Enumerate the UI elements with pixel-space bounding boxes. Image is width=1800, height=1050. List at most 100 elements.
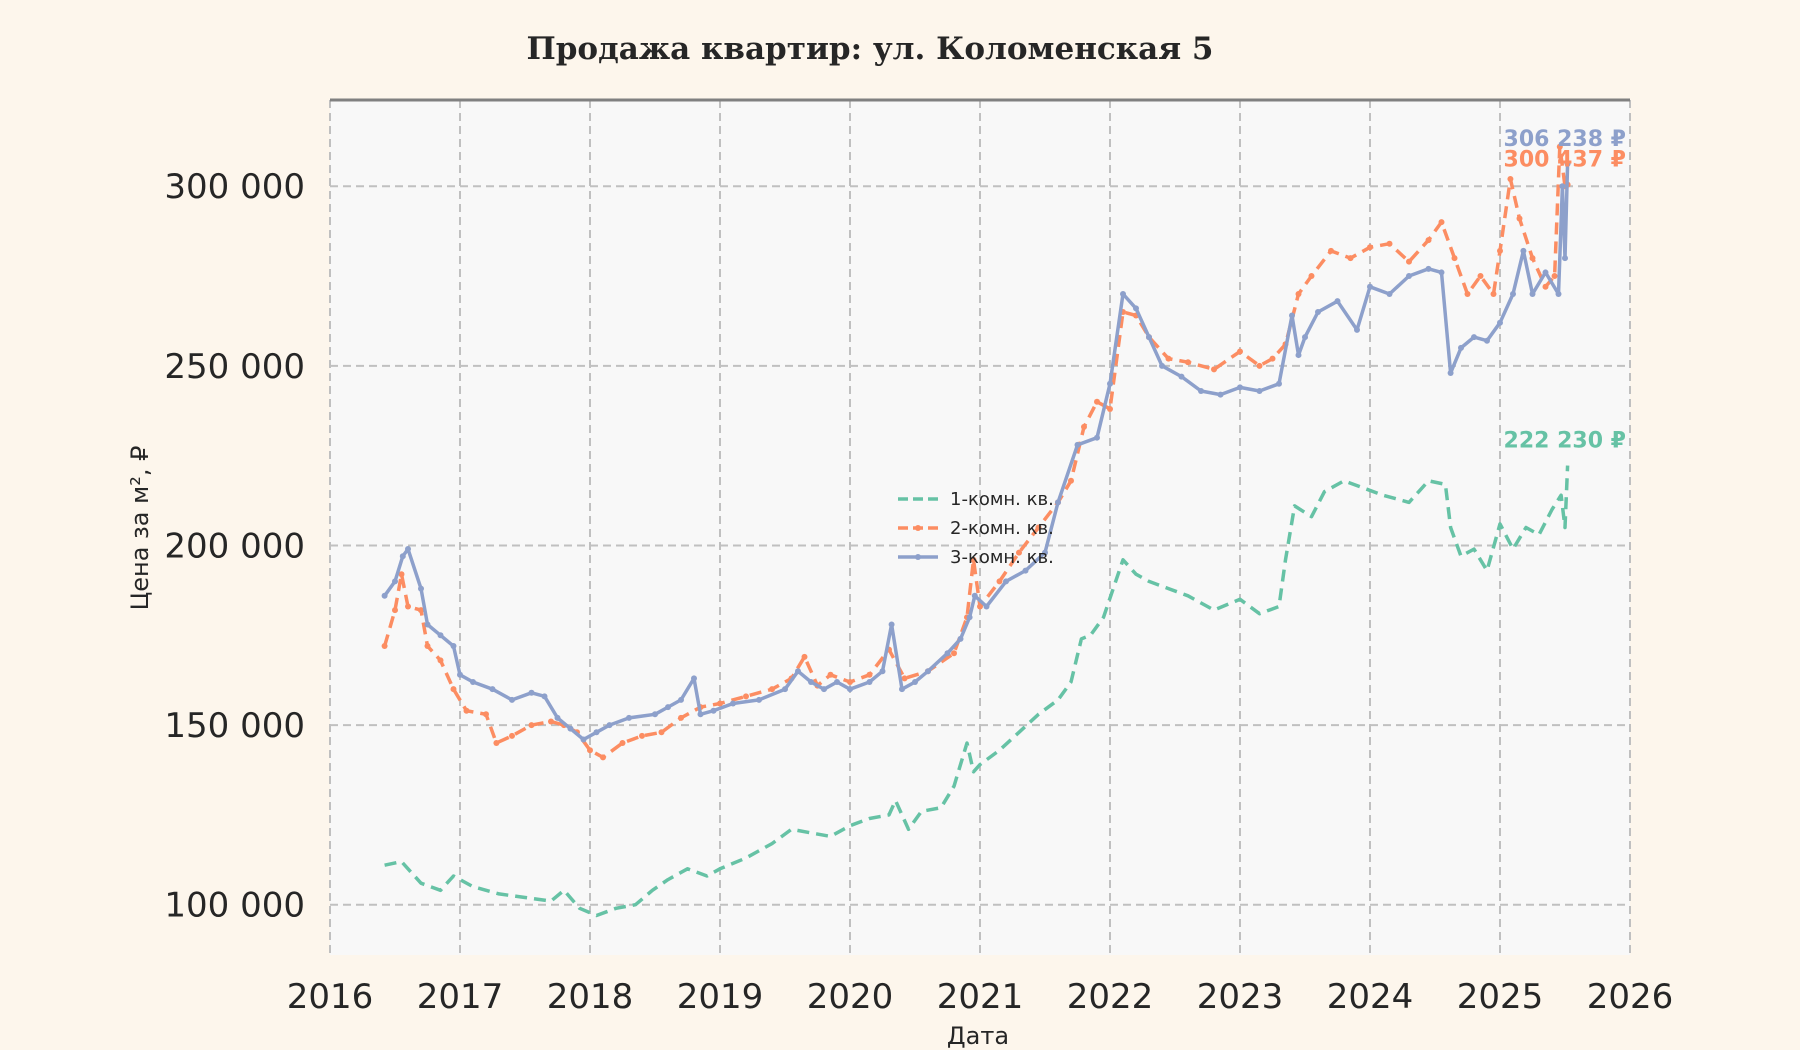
plot-area <box>330 100 1630 955</box>
data-point <box>966 614 973 621</box>
data-point <box>1406 273 1412 280</box>
data-point <box>1347 255 1354 262</box>
data-point <box>381 592 388 599</box>
data-point <box>1295 352 1302 359</box>
data-point <box>1055 499 1061 506</box>
data-point <box>1562 255 1568 262</box>
data-point <box>1464 290 1471 297</box>
data-point <box>1042 549 1048 556</box>
data-point <box>1386 290 1393 297</box>
data-point <box>528 689 535 696</box>
data-point <box>1510 290 1516 297</box>
data-point <box>1146 334 1152 341</box>
data-point <box>606 722 613 729</box>
x-tick-label: 2021 <box>937 977 1024 1017</box>
data-point <box>1022 567 1029 574</box>
grid <box>329 100 1631 955</box>
data-point <box>658 729 665 736</box>
data-point <box>808 678 814 685</box>
series-end-label: 222 230 ₽ <box>1504 429 1626 454</box>
data-point <box>493 740 500 747</box>
legend-marker <box>915 554 921 560</box>
data-point <box>600 754 606 761</box>
data-point <box>1107 405 1113 412</box>
data-point <box>899 686 905 693</box>
data-point <box>1094 434 1100 441</box>
x-tick-label: 2020 <box>807 977 894 1017</box>
data-point <box>541 693 548 700</box>
tick-labels: 2016 2017 2018 2019 2020 2021 2022 2023 2024 2025… <box>164 167 1673 1017</box>
chart-title: Продажа квартир: ул. Коломенская 5 <box>526 31 1213 67</box>
data-point <box>847 678 853 685</box>
data-point <box>405 603 411 610</box>
data-point <box>1133 305 1139 312</box>
data-point <box>925 668 931 675</box>
y-tick-label: 150 000 <box>164 706 305 746</box>
end-labels: 222 230 ₽ 300 437 ₽306 238 ₽ <box>1504 127 1626 454</box>
data-point <box>1198 387 1204 394</box>
data-point <box>424 621 431 628</box>
data-point <box>470 678 476 685</box>
data-point <box>424 643 431 650</box>
data-point <box>1094 398 1100 405</box>
x-tick-label: 2024 <box>1327 977 1414 1017</box>
data-point <box>795 668 801 675</box>
data-point <box>1451 255 1458 262</box>
data-point <box>678 696 684 703</box>
y-axis-label: Цена за м², ₽ <box>126 446 154 611</box>
data-point <box>888 621 895 628</box>
data-point <box>405 546 411 553</box>
data-point <box>1559 183 1566 190</box>
data-point <box>1556 143 1563 150</box>
data-point <box>1217 391 1224 398</box>
data-point <box>626 714 632 721</box>
data-point <box>1328 247 1334 254</box>
data-point <box>1438 269 1445 276</box>
data-point <box>1120 290 1126 297</box>
data-point <box>1367 244 1373 251</box>
data-point <box>743 693 749 700</box>
data-point <box>866 678 873 685</box>
data-point <box>1334 298 1341 305</box>
series-1 <box>384 465 1570 918</box>
data-point <box>879 668 886 675</box>
data-point <box>957 635 964 642</box>
legend-label: 3-комн. кв. <box>950 547 1054 568</box>
data-point <box>1471 334 1477 341</box>
data-point <box>847 686 853 693</box>
data-point <box>392 578 398 585</box>
data-point <box>1551 273 1558 280</box>
data-point <box>1295 290 1302 297</box>
data-point <box>691 675 697 682</box>
data-point <box>1477 273 1484 280</box>
data-point <box>1497 247 1503 254</box>
data-point <box>1458 344 1464 351</box>
y-tick-label: 200 000 <box>164 526 305 566</box>
data-point <box>769 686 775 693</box>
data-point <box>1425 237 1432 244</box>
data-point <box>1276 380 1282 387</box>
data-point <box>710 707 717 714</box>
data-point <box>1425 265 1432 272</box>
data-point <box>1438 219 1445 226</box>
data-point <box>1016 549 1022 556</box>
data-point <box>782 686 788 693</box>
data-point <box>1564 160 1571 167</box>
data-point <box>463 707 470 714</box>
data-point <box>381 643 388 650</box>
x-tick-label: 2018 <box>547 977 634 1017</box>
x-axis-label: Дата <box>947 1022 1009 1050</box>
data-point <box>996 578 1003 585</box>
data-point <box>528 722 535 729</box>
data-point <box>1555 290 1562 297</box>
data-point <box>665 704 671 711</box>
data-point <box>1406 258 1412 265</box>
data-point <box>1159 362 1165 369</box>
data-point <box>1074 441 1081 448</box>
data-point <box>398 571 405 578</box>
data-point <box>1497 319 1503 326</box>
data-point <box>437 657 444 664</box>
data-point <box>1269 355 1276 362</box>
data-point <box>866 671 873 678</box>
